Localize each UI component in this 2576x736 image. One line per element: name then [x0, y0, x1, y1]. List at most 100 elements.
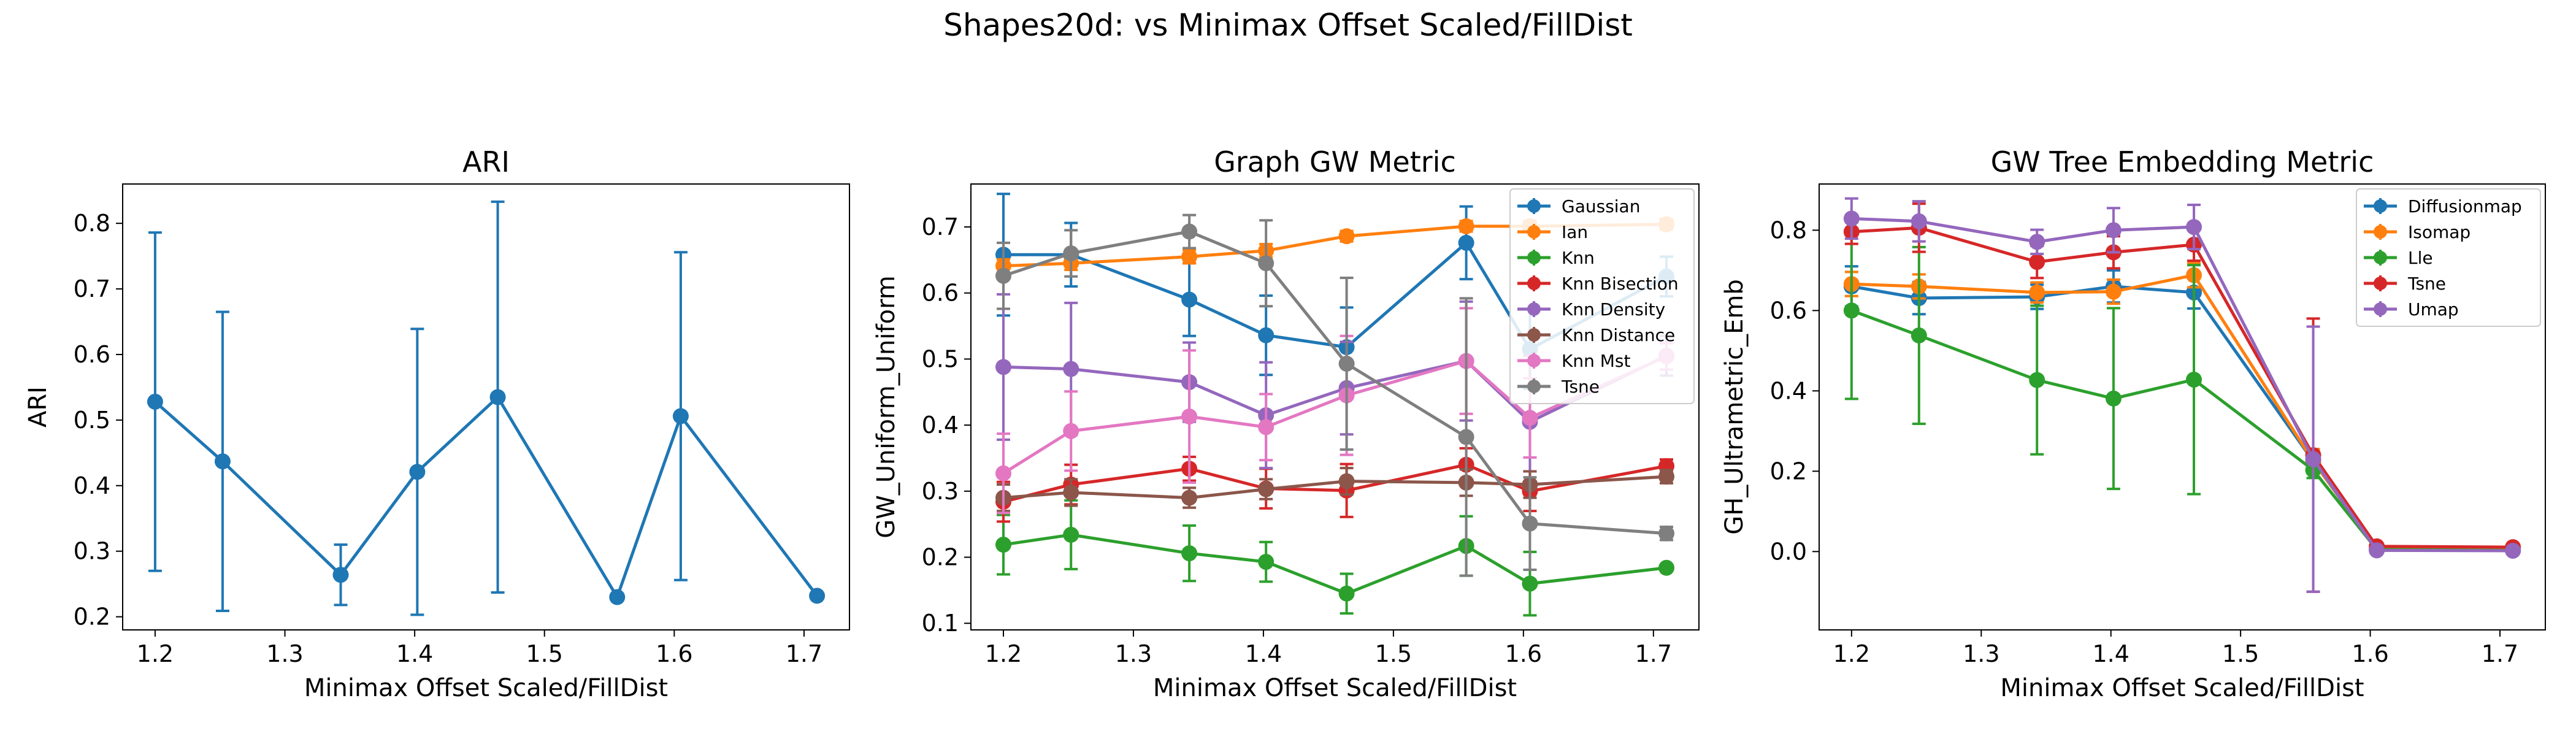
legend-label: Knn Bisection [1562, 274, 1679, 294]
y-tick-label: 0.4 [922, 412, 959, 439]
series-knn [995, 499, 1675, 617]
data-point [1063, 423, 1079, 439]
x-tick-label: 1.3 [1963, 640, 1999, 667]
legend-marker [1527, 199, 1541, 213]
legend-marker [1527, 328, 1541, 342]
chart-panel-1: ARI 1.2 1.3 1.4 1.5 1.6 1.7 0.2 0.3 0.4 0.5 0.6 0.7 0… [24, 145, 850, 702]
y-tick-label: 0.2 [1770, 458, 1807, 485]
y-tick-label: 0.1 [922, 610, 959, 637]
data-point [2186, 219, 2202, 236]
x-tick-label: 1.4 [396, 640, 433, 667]
legend-label: Knn [1562, 248, 1595, 268]
data-point [1458, 429, 1474, 445]
x-tick-label: 1.4 [2092, 640, 2129, 667]
data-point [489, 389, 506, 405]
legend-marker [1527, 251, 1541, 264]
y-axis-label: ARI [24, 386, 52, 427]
legend-label: Diffusionmap [2408, 196, 2522, 217]
chart-panel-3: GW Tree Embedding Metric 1.2 1.3 1.4 1.5 1.6 1… [1720, 145, 2546, 702]
legend-label: Isomap [2408, 222, 2471, 242]
x-tick-label: 1.7 [1635, 640, 1672, 667]
data-point [2105, 222, 2122, 239]
data-point [1658, 559, 1675, 576]
legend-marker [2374, 251, 2387, 264]
series-line [1002, 355, 1668, 475]
data-point [2305, 451, 2321, 467]
data-point [1911, 213, 1927, 229]
panel-title: GW Tree Embedding Metric [1991, 145, 2374, 178]
data-point [995, 267, 1011, 284]
data-point [214, 453, 231, 470]
x-tick-label: 1.7 [2482, 640, 2518, 667]
data-point [1338, 228, 1355, 245]
axes-frame [122, 183, 850, 631]
data-point [1658, 469, 1675, 485]
legend-marker [1527, 225, 1541, 239]
data-point [2505, 542, 2521, 559]
data-point [2029, 284, 2045, 301]
series-line [1003, 463, 1667, 504]
y-tick-label: 0.2 [922, 544, 959, 571]
data-point [1843, 302, 1860, 319]
legend-label: Knn Distance [1562, 325, 1675, 345]
data-point [1063, 361, 1079, 377]
panel-title: ARI [462, 145, 510, 178]
x-axis-label: Minimax Offset Scaled/FillDist [1153, 674, 1517, 702]
data-point [1458, 218, 1474, 234]
data-point [1338, 473, 1355, 489]
legend-marker [1527, 354, 1541, 367]
y-tick-label: 0.7 [922, 213, 959, 240]
axes-frame [1819, 183, 2546, 631]
x-tick-label: 1.3 [1115, 640, 1152, 667]
series-knn-bisection [995, 447, 1675, 523]
y-tick-label: 0.6 [74, 341, 110, 368]
data-point [1181, 408, 1198, 425]
legend-marker [1527, 302, 1541, 316]
legend-marker [2374, 277, 2387, 290]
series-line [1003, 229, 1667, 535]
series-umap [1843, 197, 2521, 593]
legend-marker [1527, 277, 1541, 290]
legend-label: Tsne [2407, 274, 2446, 294]
data-point [2029, 234, 2045, 250]
legend-label: Knn Mst [1562, 351, 1631, 371]
legend-label: Tsne [1561, 377, 1600, 397]
legend-marker [2374, 302, 2387, 316]
legend-frame [2356, 188, 2541, 327]
y-tick-label: 0.2 [74, 604, 110, 631]
data-point [1258, 554, 1275, 570]
y-tick-label: 0.6 [1770, 297, 1807, 324]
data-point [1658, 525, 1675, 542]
data-point [1258, 481, 1275, 497]
legend-label: Gaussian [1562, 196, 1640, 217]
data-point [1258, 255, 1275, 272]
data-point [995, 359, 1011, 375]
legend-label: Umap [2408, 299, 2459, 320]
series-line [1003, 475, 1667, 500]
x-tick-label: 1.2 [137, 640, 174, 667]
series-line [1851, 226, 2513, 549]
x-tick-label: 1.5 [1375, 640, 1412, 667]
y-axis-label: GH_Ultrametric_Emb [1720, 279, 1749, 535]
data-point [1181, 291, 1198, 308]
series-line [1003, 354, 1668, 424]
series-1 [147, 200, 826, 616]
data-point [2105, 283, 2122, 300]
data-point [2186, 371, 2202, 388]
data-point [409, 464, 426, 480]
data-point [2029, 372, 2045, 388]
x-tick-label: 1.7 [786, 640, 822, 667]
legend-label: Ian [1562, 222, 1588, 242]
panel-title: Graph GW Metric [1214, 145, 1455, 178]
y-tick-label: 0.4 [1770, 377, 1807, 404]
data-point [1338, 585, 1355, 602]
x-tick-label: 1.6 [2352, 640, 2388, 667]
x-tick-label: 1.2 [985, 640, 1022, 667]
legend-frame [1509, 188, 1695, 404]
data-point [1258, 419, 1275, 435]
data-point [672, 408, 689, 424]
data-point [1458, 234, 1474, 251]
data-point [332, 567, 349, 583]
y-tick-label: 0.8 [1770, 217, 1807, 243]
data-point [1843, 210, 1860, 227]
